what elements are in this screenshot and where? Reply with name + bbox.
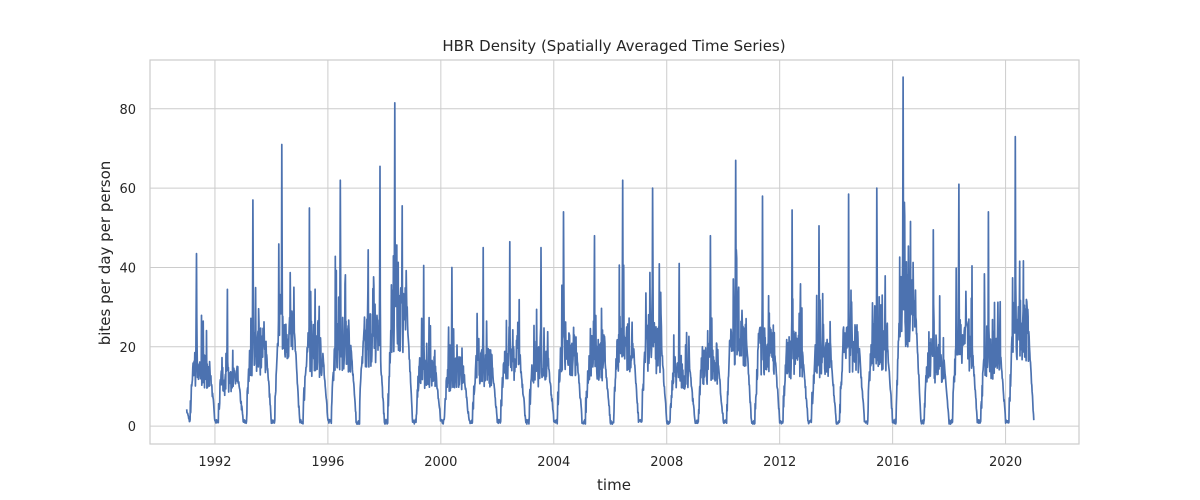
y-tick-label: 40 [119,261,136,276]
series-line [185,76,1035,426]
x-tick-label: 2004 [537,455,570,470]
plot-frame [149,59,1080,445]
y-tick-label: 80 [119,103,136,118]
tick-labels: 1992 1996 2000 2004 2008 2012 2016 2020 0 20 40 60 8… [119,103,1022,470]
x-tick-label: 2008 [650,455,683,470]
y-axis-label: bites per day per person [96,161,114,346]
series-layer [185,76,1035,426]
x-tick-label: 2016 [876,455,909,470]
y-tick-label: 0 [128,420,136,435]
x-tick-label: 2020 [989,455,1022,470]
x-axis-label: time [597,476,631,494]
chart-title: HBR Density (Spatially Averaged Time Ser… [442,37,785,55]
x-tick-label: 2000 [424,455,457,470]
y-tick-label: 60 [119,182,136,197]
x-tick-label: 1996 [311,455,344,470]
x-tick-label: 1992 [198,455,231,470]
y-tick-label: 20 [119,341,136,356]
grid-lines [150,60,1079,444]
x-tick-label: 2012 [763,455,796,470]
